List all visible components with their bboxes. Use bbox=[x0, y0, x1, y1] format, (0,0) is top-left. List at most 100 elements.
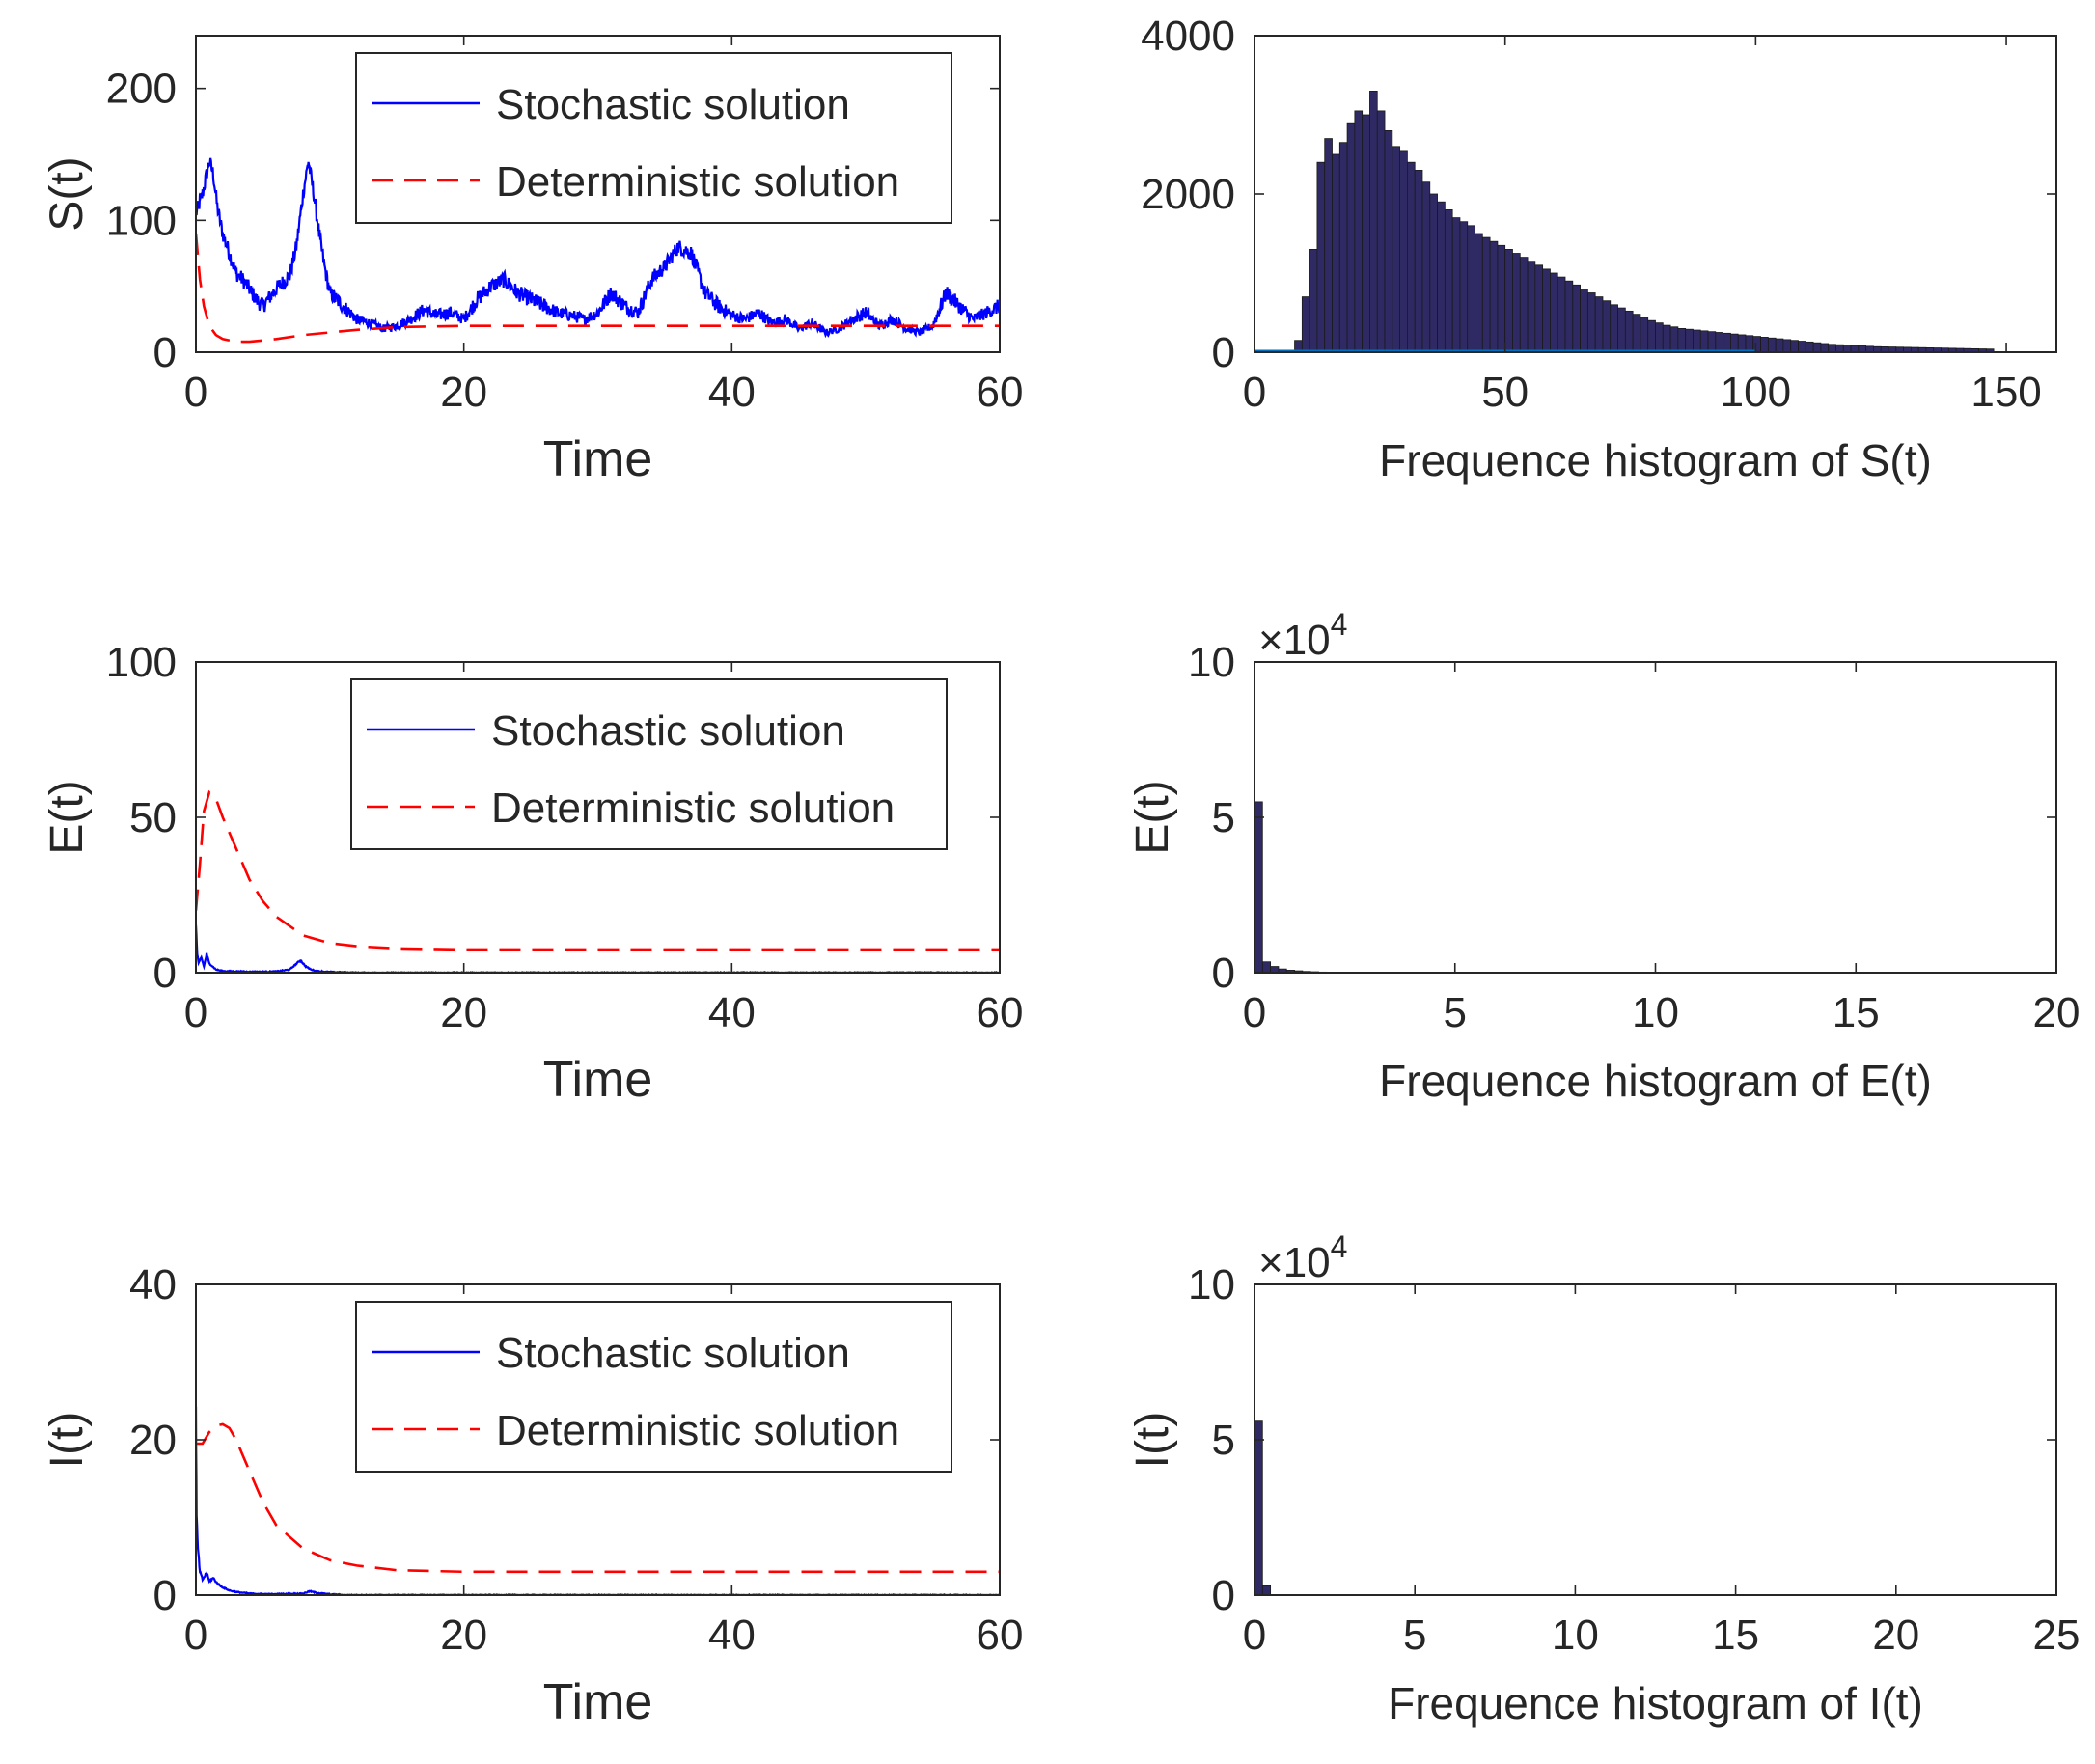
histogram-bar bbox=[1737, 334, 1747, 352]
histogram-bar bbox=[1610, 304, 1618, 352]
x-tick-label: 20 bbox=[1872, 1612, 1919, 1659]
y-tick-label: 0 bbox=[153, 329, 177, 376]
histogram-bar bbox=[1261, 961, 1272, 973]
histogram-bar bbox=[1655, 322, 1664, 352]
histogram-bar bbox=[1467, 225, 1475, 352]
x-tick-label: 0 bbox=[1243, 989, 1266, 1036]
y-tick-label: 0 bbox=[1212, 329, 1235, 376]
histogram-bar bbox=[1354, 110, 1364, 352]
x-tick-label: 0 bbox=[1243, 1612, 1266, 1659]
y-tick-label: 4000 bbox=[1141, 13, 1235, 60]
axes-box bbox=[1254, 1283, 2057, 1596]
y-tick-label: 5 bbox=[1212, 794, 1235, 841]
y-tick-label: 200 bbox=[106, 66, 177, 113]
legend: Stochastic solution Deterministic solutio… bbox=[355, 52, 952, 224]
histogram-bar bbox=[1805, 341, 1814, 352]
y-tick-label: 10 bbox=[1188, 1261, 1235, 1309]
x-tick-label: 60 bbox=[977, 369, 1024, 416]
histogram-bar bbox=[1369, 91, 1378, 352]
x-tick-label: 150 bbox=[1971, 369, 2041, 416]
histogram-bar bbox=[1444, 208, 1453, 352]
histogram-bar bbox=[1647, 319, 1656, 352]
series-stochastic-line bbox=[196, 157, 1000, 339]
legend-entry: Deterministic solution bbox=[496, 1407, 899, 1454]
histogram-bar bbox=[1842, 345, 1852, 352]
x-tick-label: 20 bbox=[440, 369, 487, 416]
histogram-bar bbox=[1301, 296, 1310, 352]
histogram-bar bbox=[1519, 257, 1529, 352]
histogram-bar bbox=[1850, 345, 1860, 352]
histogram-bar bbox=[1640, 317, 1649, 352]
histogram-bar bbox=[1346, 122, 1356, 352]
histogram-bar bbox=[1309, 248, 1318, 352]
y-tick-label: 2000 bbox=[1141, 171, 1235, 218]
y-axis-label: S(t) bbox=[41, 156, 93, 231]
series-deterministic-line bbox=[196, 789, 1000, 951]
x-tick-label: 20 bbox=[440, 989, 487, 1036]
x-tick-label: 40 bbox=[708, 369, 756, 416]
y-axis-label: E(t) bbox=[41, 780, 93, 854]
x-tick-label: 20 bbox=[2033, 989, 2081, 1036]
series-deterministic-line bbox=[196, 233, 1000, 344]
histogram-bar bbox=[1828, 344, 1836, 352]
histogram-bar bbox=[1820, 343, 1830, 352]
histogram-bar bbox=[1730, 333, 1739, 352]
exponent-base: ×10 bbox=[1258, 617, 1331, 664]
histogram-bar bbox=[1693, 329, 1701, 352]
histogram-bar bbox=[1767, 337, 1777, 352]
histogram-bar bbox=[1669, 326, 1679, 352]
histogram-bar bbox=[1580, 288, 1588, 352]
axis-exponent: ×104 bbox=[1258, 607, 1347, 664]
x-tick-label: 10 bbox=[1552, 1612, 1599, 1659]
x-tick-label: 0 bbox=[184, 989, 207, 1036]
x-tick-label: 100 bbox=[1721, 369, 1791, 416]
histogram-bar bbox=[1497, 244, 1506, 352]
x-tick-label: 60 bbox=[977, 989, 1024, 1036]
axes-box bbox=[195, 35, 1001, 353]
y-tick-label: 0 bbox=[153, 950, 177, 997]
x-tick-label: 50 bbox=[1481, 369, 1529, 416]
x-axis-label: Time bbox=[543, 1674, 653, 1730]
legend-box bbox=[355, 52, 952, 224]
histogram-bar bbox=[1316, 161, 1326, 352]
histogram-bar bbox=[1685, 328, 1694, 352]
axis-exponent: ×104 bbox=[1258, 1229, 1347, 1286]
x-axis-label: Frequence histogram of S(t) bbox=[1379, 435, 1932, 485]
panel-5: 0 20 40 60 0 20 40 Time I(t) Stochastic solution D… bbox=[41, 1261, 1023, 1730]
histogram-bar bbox=[1527, 261, 1536, 352]
axes-box bbox=[1254, 661, 2057, 974]
x-axis-label: Time bbox=[543, 1052, 653, 1108]
legend: Stochastic solution Deterministic solutio… bbox=[355, 1301, 952, 1473]
histogram-bar bbox=[1459, 221, 1469, 352]
histogram-bar bbox=[1504, 248, 1513, 352]
histogram-bar bbox=[1782, 339, 1792, 352]
histogram-bar bbox=[1617, 307, 1626, 352]
x-tick-label: 10 bbox=[1632, 989, 1679, 1036]
histogram-bar bbox=[1437, 201, 1446, 352]
histogram-bar bbox=[1261, 1585, 1272, 1595]
y-tick-label: 50 bbox=[129, 794, 177, 841]
panel-6: 0 5 10 15 20 25 0 5 10 Frequence histogram of I(t… bbox=[1127, 1229, 2080, 1728]
x-tick-label: 60 bbox=[977, 1612, 1024, 1659]
histogram-bar bbox=[1662, 324, 1671, 352]
histogram-bar bbox=[1835, 344, 1844, 352]
histogram-bar bbox=[1384, 129, 1393, 352]
y-tick-label: 10 bbox=[1188, 639, 1235, 686]
x-tick-label: 0 bbox=[184, 369, 207, 416]
histogram-bar bbox=[1760, 337, 1769, 352]
histogram-bar bbox=[1812, 342, 1822, 352]
x-tick-label: 15 bbox=[1712, 1612, 1759, 1659]
y-axis-label: I(t) bbox=[41, 1412, 93, 1469]
histogram-bar bbox=[1481, 236, 1491, 352]
x-axis-label: Frequence histogram of I(t) bbox=[1388, 1678, 1923, 1728]
histogram-bar bbox=[1392, 146, 1401, 352]
histogram-bar bbox=[1254, 801, 1263, 973]
histogram-bar bbox=[1715, 332, 1724, 352]
histogram-bar bbox=[1557, 276, 1566, 352]
x-tick-label: 5 bbox=[1403, 1612, 1426, 1659]
histogram-bar bbox=[1542, 268, 1551, 352]
y-tick-label: 0 bbox=[153, 1572, 177, 1619]
x-tick-label: 5 bbox=[1444, 989, 1467, 1036]
histogram-bar bbox=[1798, 341, 1806, 352]
y-tick-label: 100 bbox=[106, 639, 177, 686]
